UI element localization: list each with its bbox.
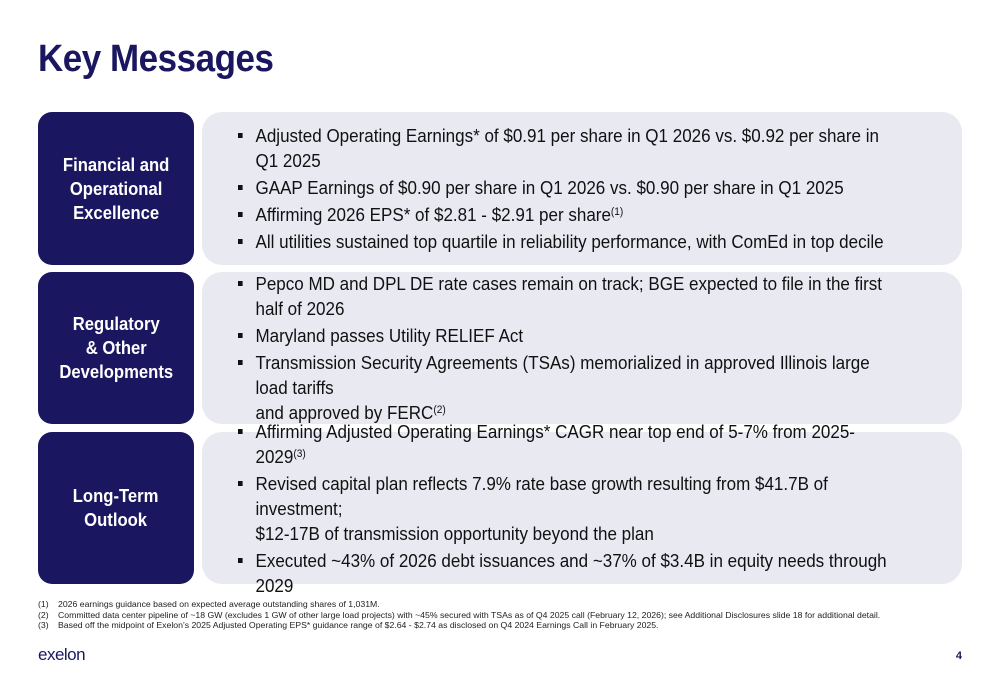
section-label: Regulatory & Other Developments xyxy=(59,313,173,382)
section-label-box: Long-Term Outlook xyxy=(38,432,194,584)
bullet-item: Pepco MD and DPL DE rate cases remain on… xyxy=(238,271,904,321)
section-financial: Financial and Operational Excellence Adj… xyxy=(38,112,962,265)
bullet-item: Adjusted Operating Earnings* of $0.91 pe… xyxy=(238,123,904,173)
bullet-item: Executed ~43% of 2026 debt issuances and… xyxy=(238,548,904,598)
bullet-list: Adjusted Operating Earnings* of $0.91 pe… xyxy=(202,121,962,256)
footnote: (1) 2026 earnings guidance based on expec… xyxy=(38,599,380,609)
bullet-list: Pepco MD and DPL DE rate cases remain on… xyxy=(202,269,962,427)
section-label: Long-Term Outlook xyxy=(73,485,159,530)
footnote: (3) Based off the midpoint of Exelon’s 20… xyxy=(38,620,659,630)
footnotes: (1) 2026 earnings guidance based on expec… xyxy=(38,599,978,631)
bullet-item: GAAP Earnings of $0.90 per share in Q1 2… xyxy=(238,175,904,200)
section-regulatory: Regulatory & Other Developments Pepco MD… xyxy=(38,272,962,424)
section-label-box: Financial and Operational Excellence xyxy=(38,112,194,265)
footnote-ref: (1) xyxy=(610,206,624,218)
exelon-logo: exelon xyxy=(38,645,86,664)
bullet-item: Revised capital plan reflects 7.9% rate … xyxy=(238,471,904,546)
footnote-ref: (2) xyxy=(433,404,446,416)
footnote: (2) Committed data center pipeline of ~18… xyxy=(38,609,881,620)
bullet-list: Affirming Adjusted Operating Earnings* C… xyxy=(202,417,962,600)
section-label: Financial and Operational Excellence xyxy=(62,153,170,223)
section-label-box: Regulatory & Other Developments xyxy=(38,272,194,424)
footnote-ref: (3) xyxy=(293,447,306,460)
bullet-item: Transmission Security Agreements (TSAs) … xyxy=(238,350,904,425)
page-title: Key Messages xyxy=(38,38,274,80)
section-content-panel: Affirming Adjusted Operating Earnings* C… xyxy=(202,421,962,596)
section-long-term: Long-Term Outlook Affirming Adjusted Ope… xyxy=(38,421,962,596)
bullet-item: Affirming 2026 EPS* of $2.81 - $2.91 per… xyxy=(238,202,904,227)
section-content-panel: Adjusted Operating Earnings* of $0.91 pe… xyxy=(202,112,962,265)
bullet-item: Maryland passes Utility RELIEF Act xyxy=(238,323,904,348)
bullet-item: Affirming Adjusted Operating Earnings* C… xyxy=(238,419,904,469)
bullet-item: All utilities sustained top quartile in … xyxy=(238,229,904,254)
page-number: 4 xyxy=(955,650,962,662)
section-content-panel: Pepco MD and DPL DE rate cases remain on… xyxy=(202,272,962,424)
